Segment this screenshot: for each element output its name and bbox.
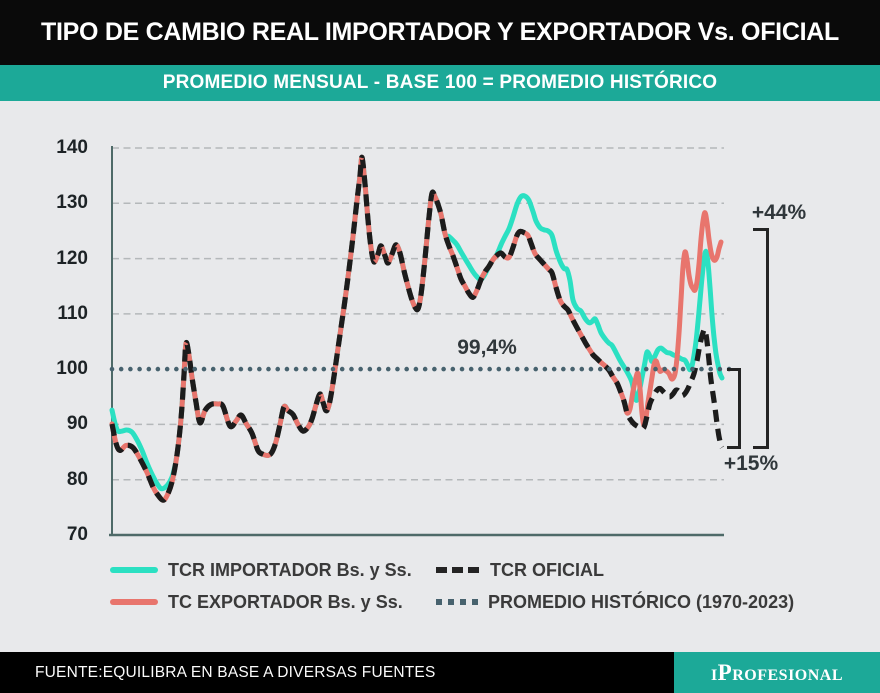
- y-axis-label: 70: [66, 524, 88, 545]
- y-axis-label: 100: [56, 358, 88, 380]
- chart-subtitle: PROMEDIO MENSUAL - BASE 100 = PROMEDIO H…: [162, 72, 718, 93]
- legend: TCR IMPORTADOR Bs. y Ss. TCR OFICIAL TC …: [110, 554, 794, 618]
- legend-item-importador: TCR IMPORTADOR Bs. y Ss.: [110, 560, 436, 581]
- chart-title: TIPO DE CAMBIO REAL IMPORTADOR Y EXPORTA…: [41, 18, 839, 46]
- legend-item-promedio: PROMEDIO HISTÓRICO (1970-2023): [436, 592, 794, 613]
- exporter-gap-bracket: [753, 228, 769, 449]
- exportador-line-swatch-icon: [110, 599, 158, 605]
- footer-bar: FUENTE:EQUILIBRA EN BASE A DIVERSAS FUEN…: [0, 652, 880, 693]
- importador-line-swatch-icon: [110, 567, 158, 573]
- source-text: FUENTE:EQUILIBRA EN BASE A DIVERSAS FUEN…: [35, 664, 436, 681]
- average-value-label: 99,4%: [457, 336, 517, 359]
- y-axis-label: 140: [56, 137, 88, 158]
- brand-logo: iProfesional: [674, 652, 880, 693]
- y-axis-label: 110: [57, 302, 88, 324]
- legend-item-oficial: TCR OFICIAL: [436, 560, 794, 581]
- series-tc-exportador-bs-y-ss-line: [109, 154, 724, 503]
- series-tcr-importador-bs-y-ss-line: [109, 154, 725, 492]
- legend-label-promedio: PROMEDIO HISTÓRICO (1970-2023): [488, 591, 795, 612]
- promedio-dotted-swatch-icon: [436, 599, 478, 605]
- legend-label-importador: TCR IMPORTADOR Bs. y Ss.: [168, 559, 412, 580]
- legend-label-exportador: TC EXPORTADOR Bs. y Ss.: [168, 591, 403, 612]
- y-axis-label: 90: [66, 413, 88, 435]
- title-bar: TIPO DE CAMBIO REAL IMPORTADOR Y EXPORTA…: [0, 0, 880, 65]
- brand-logo-text: iProfesional: [710, 659, 844, 685]
- oficial-dashed-swatch-icon: [436, 567, 480, 573]
- exporter-gap-label: +44%: [751, 201, 807, 224]
- y-axis-label: 80: [66, 468, 88, 490]
- series-tcr-oficial-line: [109, 154, 725, 503]
- legend-label-oficial: TCR OFICIAL: [490, 559, 604, 580]
- y-axis-label: 120: [56, 247, 88, 269]
- subtitle-bar: PROMEDIO MENSUAL - BASE 100 = PROMEDIO H…: [0, 65, 880, 101]
- y-axis-label: 130: [56, 192, 88, 214]
- legend-item-exportador: TC EXPORTADOR Bs. y Ss.: [110, 592, 436, 613]
- importer-gap-bracket: [727, 368, 741, 449]
- importer-gap-label: +15%: [723, 452, 779, 475]
